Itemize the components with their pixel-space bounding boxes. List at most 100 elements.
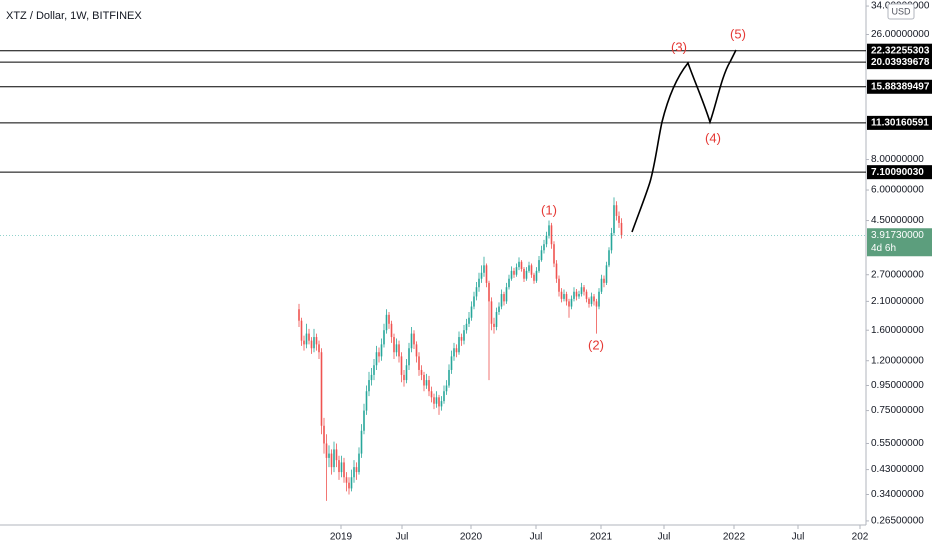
candle-body (343, 462, 345, 478)
wave-projection (631, 49, 737, 233)
candle-body (440, 401, 443, 407)
x-tick-label: Jul (530, 532, 543, 543)
candle-body (375, 352, 378, 366)
candle-body (533, 274, 535, 281)
level-label-box (867, 165, 932, 180)
candle-body (410, 333, 413, 349)
candle-body (453, 348, 455, 357)
candle-body (345, 477, 348, 483)
level-label-box (867, 43, 932, 58)
candle-body (353, 467, 355, 478)
y-tick-label: 1.20000000 (871, 355, 924, 366)
candle-body (560, 291, 563, 299)
plot-area (298, 197, 623, 501)
candle-body (545, 235, 548, 245)
candle-body (360, 430, 363, 454)
candle-body (450, 356, 453, 370)
candle-body (608, 250, 610, 266)
candle-body (610, 233, 613, 251)
candle-body (418, 356, 420, 370)
candle-body (578, 294, 580, 297)
level-label-box (867, 79, 932, 94)
y-tick-label: 4.50000000 (871, 215, 924, 226)
wave-label: (1) (541, 202, 557, 217)
y-tick-label: 0.34000000 (871, 489, 924, 500)
currency-badge (887, 3, 915, 20)
candle-body (505, 287, 508, 302)
level-label-box (867, 115, 932, 130)
candle-body (383, 330, 385, 345)
candle-body (500, 294, 503, 307)
candle-body (600, 278, 603, 292)
candle-body (618, 215, 620, 223)
candle-body (558, 278, 560, 292)
candle-body (490, 301, 493, 324)
y-tick-label: 0.55000000 (871, 438, 924, 449)
candle-body (615, 205, 618, 216)
candle-body (338, 460, 340, 473)
candle-body (393, 337, 395, 353)
wave-label: (2) (588, 337, 604, 352)
candle-body (568, 301, 570, 307)
candle-body (395, 344, 398, 353)
candle-body (428, 380, 430, 392)
candle-body (460, 337, 463, 341)
candle-body (593, 296, 595, 302)
candle-body (315, 337, 318, 345)
candle-body (430, 391, 433, 398)
candle-body (525, 270, 528, 279)
candle-body (580, 287, 583, 295)
candle-body (390, 323, 393, 338)
candle-body (495, 311, 498, 327)
level-label: 7.10090030 (871, 167, 924, 178)
candle-body (498, 306, 500, 312)
x-tick-label: 2019 (330, 532, 353, 543)
x-tick-label: Jul (658, 532, 671, 543)
currency-label: USD (891, 6, 911, 16)
candle-body (318, 344, 320, 353)
candle-body (520, 261, 523, 269)
candle-body (515, 267, 518, 275)
candle-body (463, 330, 465, 341)
candle-body (415, 344, 418, 357)
candle-body (433, 397, 435, 404)
candle-body (510, 270, 513, 279)
candle-body (298, 309, 300, 321)
candle-body (373, 365, 375, 375)
candle-body (368, 380, 370, 392)
candle-body (365, 391, 368, 411)
wave-label: (4) (705, 130, 721, 145)
candle-body (485, 265, 488, 283)
candle-body (513, 270, 515, 275)
last-price-box (867, 228, 932, 257)
candle-body (455, 348, 458, 353)
candle-body (575, 291, 578, 297)
y-tick-label: 26.00000000 (871, 29, 930, 40)
candle-body (370, 374, 373, 381)
candle-body (385, 314, 388, 331)
candle-body (480, 272, 483, 279)
wave-label: (3) (671, 39, 687, 54)
candle-body (313, 337, 315, 349)
x-tick-label: Jul (396, 532, 409, 543)
candle-body (380, 344, 383, 357)
candle-body (303, 340, 305, 345)
candle-body (425, 380, 428, 386)
candle-body (305, 333, 308, 345)
candle-body (583, 287, 585, 292)
y-tick-label: 1.60000000 (871, 325, 924, 336)
candle-body (523, 268, 525, 279)
candle-body (605, 265, 608, 283)
candle-body (325, 443, 328, 458)
candle-body (323, 425, 325, 444)
candle-body (543, 244, 545, 251)
candle-body (565, 294, 568, 302)
candle-body (468, 317, 470, 324)
candle-body (310, 340, 313, 349)
level-label: 11.30160591 (871, 118, 929, 129)
candle-body (388, 314, 390, 324)
x-tick-label: 2021 (590, 532, 613, 543)
y-tick-label: 6.00000000 (871, 185, 924, 196)
